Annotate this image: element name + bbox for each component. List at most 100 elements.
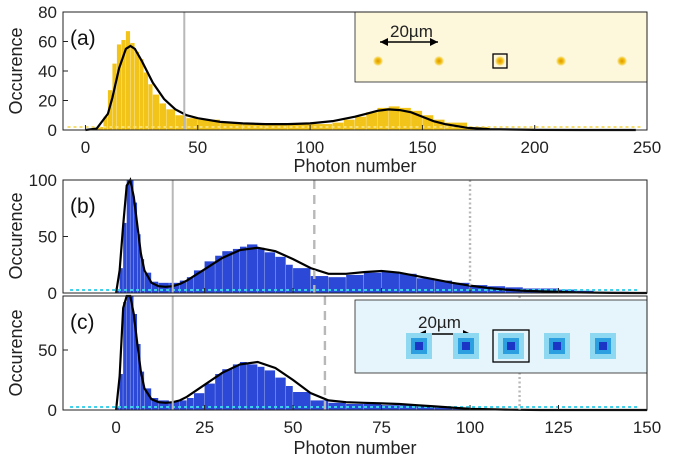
histogram-bar (151, 281, 159, 293)
panel-b-y-axis-label: Occurence (6, 192, 26, 279)
histogram-bar (232, 248, 240, 293)
y-tick-label: 60 (38, 33, 57, 52)
histogram-bar (275, 377, 286, 410)
histogram-bar (139, 59, 144, 131)
histogram-bar (343, 119, 355, 130)
x-tick-label: 25 (195, 418, 214, 437)
x-tick-label: 75 (372, 418, 391, 437)
panel-a-y-ticks: 0 20 40 60 80 (38, 3, 68, 140)
histogram-bar (137, 234, 141, 293)
x-tick-label: 50 (188, 138, 207, 157)
histogram-bar (116, 407, 120, 410)
inset-spot-core (415, 342, 423, 350)
panel-a-x-axis-label: Photon number (293, 156, 416, 176)
panel-b-y-ticks: 0 50 100 (29, 171, 68, 303)
histogram-bar (204, 261, 215, 293)
histogram-bar (130, 42, 135, 130)
histogram-bar (179, 280, 187, 293)
panel-a-inset-spot (556, 56, 566, 66)
histogram-bar (166, 109, 175, 130)
histogram-bar (388, 106, 400, 130)
histogram-bar (116, 44, 122, 131)
histogram-bar (264, 370, 276, 410)
histogram-bar (363, 272, 382, 293)
panel-c-fit-curve (114, 294, 647, 412)
x-tick-label: 150 (408, 138, 436, 157)
panel-a-y-axis-label: Occurence (6, 27, 26, 114)
histogram-bar (215, 374, 222, 410)
histogram-bar (159, 103, 167, 130)
histogram-bar (416, 406, 435, 410)
histogram-bar (175, 115, 187, 130)
panel-b-fit-curve (115, 177, 648, 295)
histogram-bar (169, 282, 180, 293)
x-tick-label: 0 (111, 418, 120, 437)
histogram-bar (264, 252, 276, 293)
histogram-bar (355, 116, 366, 130)
histogram-bar (366, 112, 378, 130)
histogram-bar (144, 272, 152, 293)
panel-c-inset: 20µm (354, 299, 648, 374)
panel-c-y-ticks: 0 50 (38, 341, 68, 420)
histogram-bar (130, 296, 134, 410)
histogram-bar (130, 180, 134, 293)
histogram-bar (144, 388, 152, 410)
histogram-bar (186, 118, 198, 130)
histogram-bar (126, 180, 130, 293)
panel-a-label: (a) (70, 27, 96, 50)
panel-a-inset-selected-box (492, 53, 508, 69)
histogram-bar (134, 51, 140, 130)
x-tick-label: 100 (296, 138, 324, 157)
histogram-bar (452, 408, 470, 410)
panel-c-inset-scale-label: 20µm (418, 313, 461, 332)
histogram-bar (193, 393, 205, 410)
panel-a-inset-spot (617, 56, 627, 66)
histogram-bar (119, 374, 123, 410)
histogram-bar (222, 369, 233, 410)
histogram-bar (140, 371, 145, 410)
histogram-bar (140, 259, 145, 293)
panel-a-x-ticks: 0 50 100 150 200 250 (81, 125, 661, 157)
histogram-bar (126, 296, 130, 410)
x-tick-label: 250 (633, 138, 661, 157)
y-tick-label: 0 (48, 401, 57, 420)
histogram-bar (434, 407, 453, 410)
histogram-bar (381, 271, 399, 293)
histogram-bar (247, 244, 258, 293)
histogram-bar (112, 63, 117, 131)
histogram-bar (285, 264, 293, 293)
panel-c-inset-selected-box (492, 329, 530, 363)
histogram-bar (215, 255, 222, 293)
y-tick-label: 100 (29, 171, 57, 190)
panel-c-axes-frame (62, 295, 648, 411)
panel-b-thresholds (171, 180, 472, 293)
histogram-bar (310, 400, 329, 410)
histogram-bar (137, 344, 141, 410)
histogram-bar (411, 110, 423, 130)
histogram-bar (275, 256, 286, 293)
panel-c-label: (c) (70, 311, 95, 334)
histogram-bar (193, 270, 205, 293)
y-tick-label: 0 (48, 121, 57, 140)
x-tick-label: 125 (544, 418, 572, 437)
histogram-bar (204, 383, 215, 410)
panel-a-inset-spot (495, 56, 505, 66)
x-tick-label: 0 (81, 138, 90, 157)
histogram-bar (116, 290, 120, 293)
histogram-bar (293, 392, 311, 410)
histogram-bar (119, 268, 123, 293)
histogram-bar (287, 124, 310, 130)
histogram-bar (422, 115, 434, 130)
panel-c-y-axis-label: Occurence (6, 309, 26, 396)
histogram-bar (186, 398, 194, 410)
histogram-bar (158, 282, 169, 293)
panel-a-inset-scale-label: 20µm (390, 22, 433, 41)
y-tick-label: 40 (38, 62, 57, 81)
histogram-bar (293, 268, 311, 293)
panel-a-inset-spot (434, 56, 444, 66)
histogram-bar (452, 282, 470, 293)
panel-b-label: (b) (70, 195, 96, 218)
histogram-bar (399, 107, 411, 131)
histogram-bar (169, 401, 180, 410)
